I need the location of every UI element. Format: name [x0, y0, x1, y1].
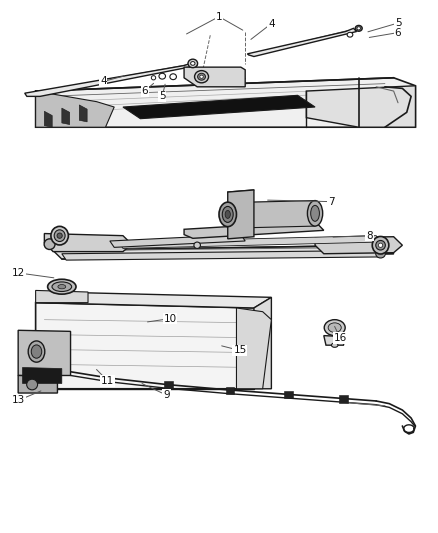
Ellipse shape	[151, 76, 155, 80]
Polygon shape	[35, 78, 416, 127]
Text: 5: 5	[395, 18, 401, 28]
Polygon shape	[254, 297, 272, 389]
Ellipse shape	[328, 323, 341, 333]
Ellipse shape	[219, 202, 237, 227]
Ellipse shape	[58, 285, 66, 289]
Polygon shape	[44, 111, 52, 127]
Bar	[164, 381, 173, 389]
Polygon shape	[53, 245, 394, 259]
Ellipse shape	[52, 282, 72, 292]
Ellipse shape	[222, 206, 233, 222]
Polygon shape	[18, 330, 71, 375]
Polygon shape	[247, 28, 357, 56]
Ellipse shape	[194, 242, 201, 248]
Polygon shape	[25, 62, 197, 96]
Polygon shape	[315, 237, 403, 254]
Ellipse shape	[54, 230, 65, 241]
Ellipse shape	[191, 62, 195, 65]
Polygon shape	[79, 105, 87, 122]
Ellipse shape	[355, 26, 362, 31]
Text: 6: 6	[395, 28, 401, 38]
Polygon shape	[228, 190, 254, 239]
Polygon shape	[62, 251, 381, 260]
Ellipse shape	[332, 343, 338, 348]
Ellipse shape	[188, 59, 198, 68]
Ellipse shape	[376, 240, 385, 250]
Polygon shape	[18, 375, 57, 393]
Text: 13: 13	[11, 395, 25, 406]
Ellipse shape	[307, 200, 323, 226]
Polygon shape	[237, 308, 272, 389]
Polygon shape	[324, 336, 346, 345]
Ellipse shape	[48, 279, 76, 294]
Ellipse shape	[31, 345, 42, 358]
Polygon shape	[22, 368, 62, 383]
Polygon shape	[123, 95, 315, 119]
Text: 10: 10	[163, 313, 177, 324]
Bar	[339, 395, 348, 402]
Ellipse shape	[57, 233, 62, 238]
Ellipse shape	[376, 249, 385, 258]
Polygon shape	[110, 235, 245, 247]
Polygon shape	[306, 86, 416, 127]
Ellipse shape	[159, 73, 166, 79]
Ellipse shape	[378, 243, 383, 247]
Text: 6: 6	[141, 86, 148, 96]
Polygon shape	[44, 233, 132, 252]
Ellipse shape	[324, 320, 345, 336]
Text: 5: 5	[159, 91, 166, 101]
Polygon shape	[119, 236, 381, 248]
Ellipse shape	[27, 379, 38, 390]
Ellipse shape	[311, 205, 319, 221]
Bar	[285, 391, 293, 398]
Ellipse shape	[51, 227, 68, 245]
Ellipse shape	[347, 33, 353, 37]
Ellipse shape	[44, 239, 55, 249]
Ellipse shape	[198, 73, 205, 80]
Text: 4: 4	[100, 77, 106, 86]
Text: 1: 1	[215, 12, 223, 22]
Polygon shape	[35, 290, 88, 303]
Text: 7: 7	[328, 197, 335, 207]
Text: 11: 11	[101, 376, 114, 386]
Text: 9: 9	[163, 390, 170, 400]
Polygon shape	[228, 200, 315, 228]
Ellipse shape	[372, 237, 389, 254]
Ellipse shape	[357, 27, 360, 30]
Ellipse shape	[200, 75, 203, 78]
Polygon shape	[184, 221, 324, 238]
Ellipse shape	[225, 211, 230, 219]
Bar	[226, 386, 234, 394]
Text: 8: 8	[366, 231, 373, 241]
Text: 15: 15	[233, 345, 247, 356]
Text: 12: 12	[11, 268, 25, 278]
Ellipse shape	[28, 341, 45, 362]
Polygon shape	[35, 91, 114, 127]
Ellipse shape	[194, 70, 208, 83]
Text: 4: 4	[268, 19, 275, 29]
Polygon shape	[35, 303, 263, 389]
Polygon shape	[35, 292, 272, 308]
Text: 16: 16	[334, 333, 347, 343]
Ellipse shape	[170, 74, 177, 79]
Polygon shape	[62, 108, 70, 125]
Polygon shape	[184, 67, 245, 87]
